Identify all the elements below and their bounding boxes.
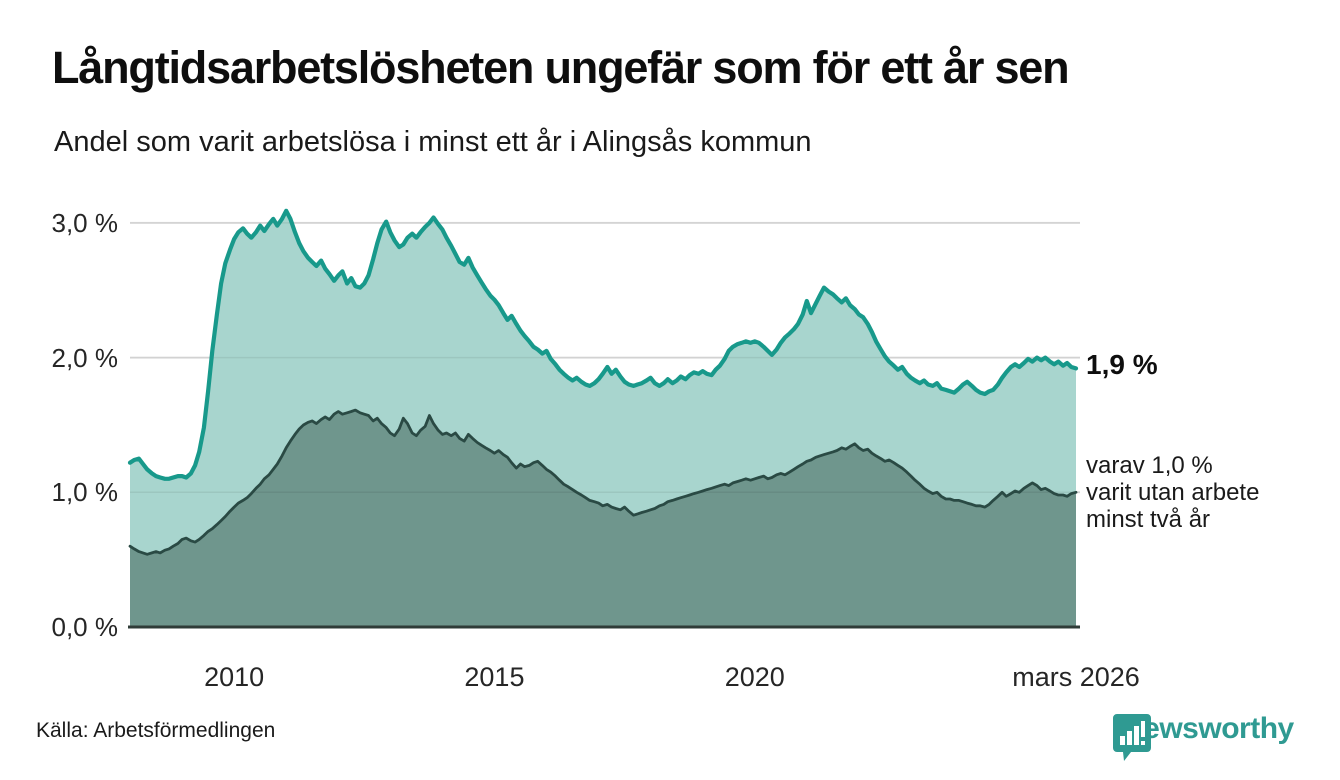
two-year-note-line: varav 1,0 % (1086, 452, 1213, 479)
y-tick-label: 1,0 % (51, 477, 119, 508)
y-tick-label: 3,0 % (51, 207, 119, 238)
x-tick-label: mars 2026 (1012, 662, 1140, 692)
two-year-note-line: varit utan arbete (1086, 479, 1260, 506)
two-year-note-line: minst två år (1086, 506, 1211, 533)
newsworthy-brand[interactable]: Newsworthy (1112, 712, 1294, 761)
x-tick-label: 2010 (204, 662, 265, 692)
x-tick-label: 2015 (464, 662, 525, 692)
chart-subtitle: Andel som varit arbetslösa i minst ett å… (54, 126, 812, 158)
latest-value-label: 1,9 % (1086, 349, 1158, 380)
y-tick-label: 0,0 % (51, 612, 119, 642)
page-title: Långtidsarbetslösheten ungefär som för e… (52, 42, 1070, 93)
two-year-note: varav 1,0 % varit utan arbete minst två … (1086, 452, 1259, 533)
x-tick-label: 2020 (724, 662, 785, 692)
newsworthy-logo-icon (1113, 714, 1151, 761)
source-credit: Källa: Arbetsförmedlingen (36, 719, 276, 742)
y-tick-label: 2,0 % (51, 342, 119, 373)
